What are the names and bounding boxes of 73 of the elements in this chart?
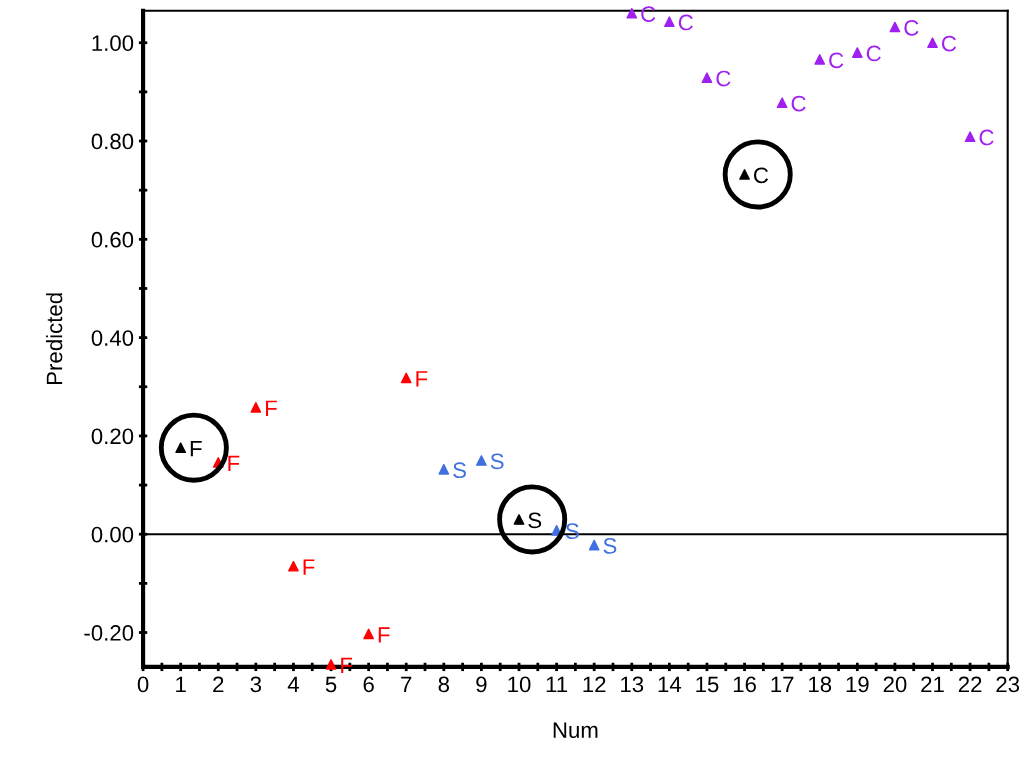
data-label: S	[528, 512, 542, 529]
point	[513, 514, 525, 525]
x-tick-label: 17	[771, 676, 794, 693]
x-tick-label: 14	[658, 676, 682, 693]
x-tick-label: 8	[438, 676, 450, 693]
data-label: C	[791, 95, 806, 112]
x-tick-label: 7	[401, 676, 412, 693]
data-label: C	[904, 20, 919, 36]
x-tick-label: 2	[213, 676, 224, 693]
y-tick-label: 0.80	[91, 133, 134, 150]
y-tick-label: 0.20	[91, 428, 134, 445]
data-label: C	[866, 45, 881, 62]
data-label: F	[266, 400, 277, 416]
y-tick-label: 0.00	[91, 526, 134, 543]
data-label: C	[754, 167, 769, 184]
x-tick-label: 6	[363, 676, 374, 693]
data-label: F	[190, 440, 202, 457]
x-tick-label: 4	[287, 676, 299, 693]
x-tick-label: 1	[176, 676, 186, 693]
point	[851, 47, 863, 58]
point	[288, 560, 299, 572]
point	[701, 72, 713, 83]
data-label: C	[941, 35, 957, 52]
point	[814, 54, 826, 65]
point	[889, 21, 901, 33]
x-tick-label: 12	[583, 676, 606, 693]
x-tick-label: 10	[508, 676, 531, 693]
x-tick-label: 9	[476, 676, 487, 693]
x-axis-title: Num	[553, 722, 598, 738]
x-tick-label: 16	[733, 676, 756, 693]
x-tick-label: 23	[996, 676, 1020, 693]
data-label: F	[378, 627, 390, 643]
x-tick-label: 18	[809, 676, 832, 693]
data-label: S	[603, 538, 617, 554]
y-tick-label: -0.20	[84, 625, 134, 641]
y-tick-label: 1.00	[92, 35, 134, 52]
point	[325, 659, 337, 670]
x-tick-label: 21	[921, 676, 944, 693]
x-tick-label: 13	[621, 676, 644, 693]
point	[438, 463, 450, 475]
y-tick-label: 0.60	[91, 231, 134, 248]
x-tick-label: 15	[696, 676, 719, 693]
data-label: C	[716, 70, 731, 87]
point	[588, 539, 600, 551]
data-label: S	[453, 462, 466, 479]
point	[927, 37, 938, 49]
data-label: F	[303, 559, 315, 575]
point	[739, 169, 750, 180]
point	[964, 131, 976, 142]
x-tick-label: 20	[883, 676, 907, 693]
point	[400, 372, 412, 384]
data-label: C	[979, 129, 994, 146]
data-label: C	[678, 14, 693, 31]
point	[664, 16, 675, 27]
x-tick-label: 22	[958, 676, 982, 693]
y-axis-title: Predicted	[46, 293, 63, 384]
x-tick-label: 0	[137, 676, 149, 693]
x-tick-label: 19	[846, 676, 869, 693]
point	[363, 628, 374, 640]
x-tick-label: 5	[325, 676, 337, 693]
data-label: F	[416, 371, 428, 387]
x-tick-label: 3	[250, 676, 262, 693]
point	[212, 457, 224, 468]
data-label: C	[829, 52, 844, 69]
point	[175, 442, 187, 454]
point	[250, 402, 262, 413]
data-label: F	[228, 455, 240, 471]
point	[476, 455, 487, 466]
x-tick-label: 11	[546, 676, 568, 693]
y-tick-label: 0.40	[91, 330, 134, 346]
data-label: S	[490, 453, 504, 470]
point	[776, 97, 788, 109]
point	[626, 7, 638, 19]
